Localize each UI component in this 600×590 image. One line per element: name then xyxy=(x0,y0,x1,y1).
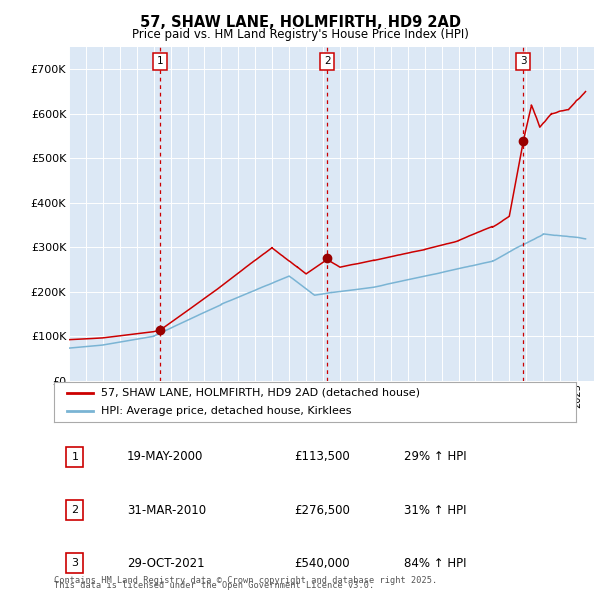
Text: £276,500: £276,500 xyxy=(294,503,350,517)
Text: Price paid vs. HM Land Registry's House Price Index (HPI): Price paid vs. HM Land Registry's House … xyxy=(131,28,469,41)
Text: 57, SHAW LANE, HOLMFIRTH, HD9 2AD: 57, SHAW LANE, HOLMFIRTH, HD9 2AD xyxy=(139,15,461,30)
Text: 29% ↑ HPI: 29% ↑ HPI xyxy=(404,450,466,464)
Text: 29-OCT-2021: 29-OCT-2021 xyxy=(127,556,205,570)
Text: 2: 2 xyxy=(324,57,331,67)
Text: This data is licensed under the Open Government Licence v3.0.: This data is licensed under the Open Gov… xyxy=(54,581,374,590)
Text: 31-MAR-2010: 31-MAR-2010 xyxy=(127,503,206,517)
Text: 84% ↑ HPI: 84% ↑ HPI xyxy=(404,556,466,570)
Text: 31% ↑ HPI: 31% ↑ HPI xyxy=(404,503,466,517)
Text: 3: 3 xyxy=(71,558,79,568)
Text: £540,000: £540,000 xyxy=(294,556,350,570)
Text: 1: 1 xyxy=(157,57,163,67)
Text: 19-MAY-2000: 19-MAY-2000 xyxy=(127,450,203,464)
Text: HPI: Average price, detached house, Kirklees: HPI: Average price, detached house, Kirk… xyxy=(101,406,352,416)
Text: 1: 1 xyxy=(71,452,79,462)
Text: 57, SHAW LANE, HOLMFIRTH, HD9 2AD (detached house): 57, SHAW LANE, HOLMFIRTH, HD9 2AD (detac… xyxy=(101,388,420,398)
Text: £113,500: £113,500 xyxy=(294,450,350,464)
Text: Contains HM Land Registry data © Crown copyright and database right 2025.: Contains HM Land Registry data © Crown c… xyxy=(54,576,437,585)
Text: 2: 2 xyxy=(71,505,79,515)
Text: 3: 3 xyxy=(520,57,527,67)
